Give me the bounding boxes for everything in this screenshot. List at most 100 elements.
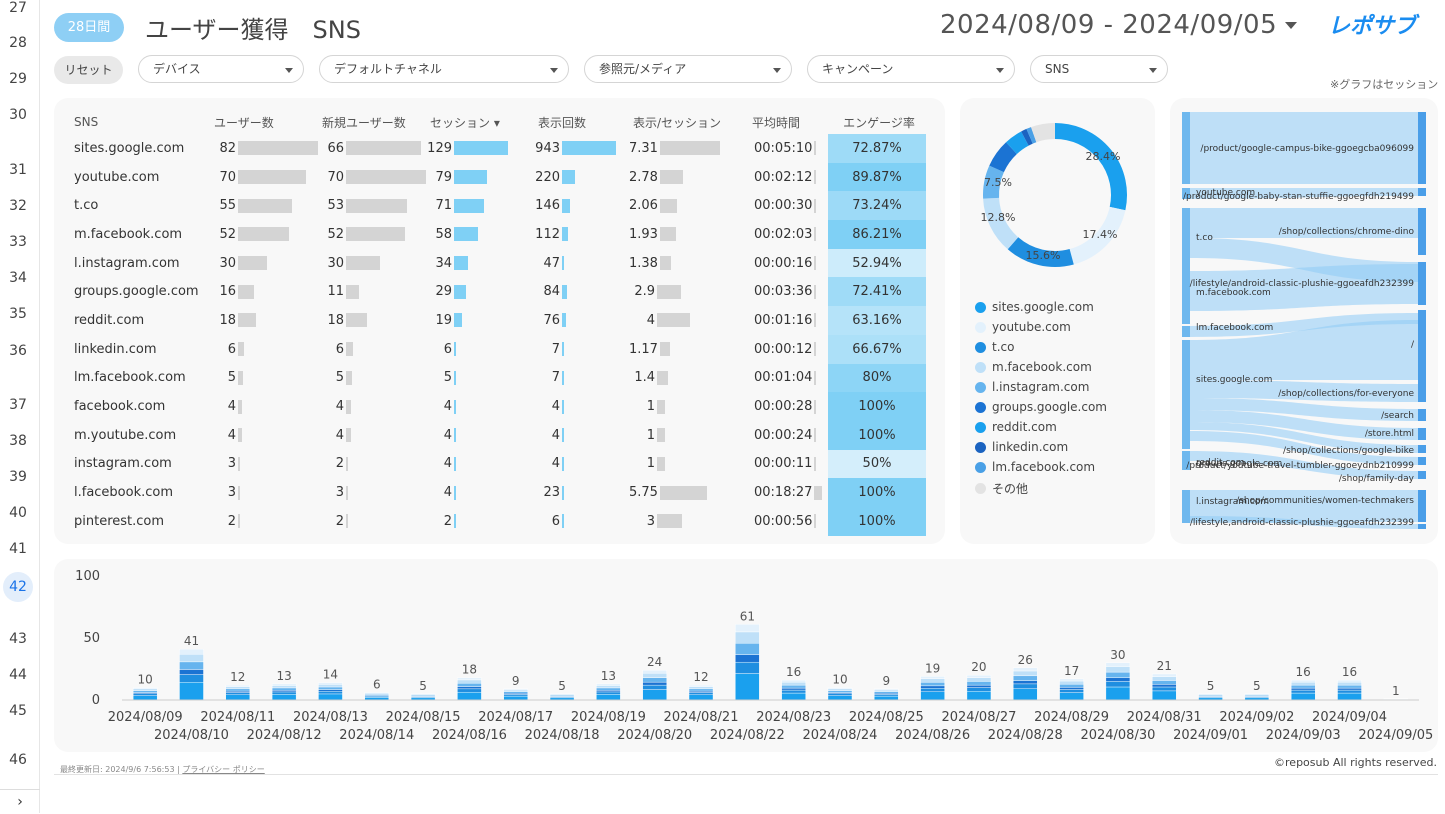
day-bar[interactable] bbox=[1199, 694, 1223, 700]
day-bar[interactable] bbox=[828, 688, 852, 700]
day-bar[interactable] bbox=[272, 684, 296, 700]
date-range-picker[interactable]: 2024/08/09 - 2024/09/05 bbox=[940, 10, 1277, 40]
day-bar[interactable] bbox=[596, 684, 620, 700]
channel-filter[interactable]: デフォルトチャネル bbox=[319, 55, 569, 83]
sankey-target-node[interactable] bbox=[1418, 445, 1426, 453]
sankey-target-node[interactable] bbox=[1418, 112, 1426, 184]
day-bar[interactable] bbox=[874, 689, 898, 700]
device-filter[interactable]: デバイス bbox=[138, 55, 304, 83]
day-bar[interactable] bbox=[133, 688, 157, 700]
donut-slice[interactable] bbox=[1011, 139, 1024, 149]
day-bar[interactable] bbox=[1106, 663, 1130, 700]
donut-slice[interactable] bbox=[1030, 135, 1034, 137]
sankey-target-node[interactable] bbox=[1418, 208, 1426, 255]
bar-segment bbox=[643, 685, 667, 689]
period-badge[interactable]: 28日間 bbox=[54, 13, 124, 42]
day-bar[interactable] bbox=[550, 694, 574, 700]
day-bar[interactable] bbox=[318, 683, 342, 700]
sankey-target-node[interactable] bbox=[1418, 490, 1426, 522]
column-header[interactable]: SNS bbox=[60, 110, 210, 134]
sankey-target-node[interactable] bbox=[1418, 384, 1426, 402]
bar-segment bbox=[226, 687, 250, 689]
sankey-target-node[interactable] bbox=[1418, 457, 1426, 465]
engagement-rate: 80% bbox=[828, 364, 926, 393]
donut-slice[interactable] bbox=[1055, 131, 1119, 209]
legend-item[interactable]: youtube.com bbox=[975, 320, 1071, 334]
chevron-right-icon[interactable]: › bbox=[0, 789, 40, 813]
legend-item[interactable]: その他 bbox=[975, 480, 1028, 497]
day-bar[interactable] bbox=[411, 694, 435, 700]
source-medium-filter[interactable]: 参照元/メディア bbox=[584, 55, 792, 83]
legend-item[interactable]: reddit.com bbox=[975, 420, 1057, 434]
chevron-down-icon[interactable] bbox=[1285, 22, 1297, 29]
day-bar[interactable] bbox=[179, 649, 203, 700]
day-bar[interactable] bbox=[1152, 674, 1176, 700]
day-bar[interactable] bbox=[967, 675, 991, 700]
day-bar[interactable] bbox=[921, 676, 945, 700]
chevron-down-icon bbox=[996, 68, 1004, 73]
day-bar[interactable] bbox=[782, 680, 806, 700]
day-bar[interactable] bbox=[1338, 680, 1362, 700]
legend-item[interactable]: lm.facebook.com bbox=[975, 460, 1095, 474]
sankey-target-node[interactable] bbox=[1418, 524, 1426, 529]
column-header[interactable]: 表示/セッション bbox=[629, 110, 748, 134]
day-bar[interactable] bbox=[1245, 694, 1269, 700]
sankey-target-node[interactable] bbox=[1418, 310, 1426, 392]
sankey-source-node[interactable] bbox=[1182, 208, 1190, 273]
sankey-source-node[interactable] bbox=[1182, 490, 1190, 523]
sankey-source-node[interactable] bbox=[1182, 431, 1190, 449]
legend-item[interactable]: l.instagram.com bbox=[975, 380, 1089, 394]
column-header[interactable]: エンゲージ率 bbox=[828, 110, 926, 134]
legend-item[interactable]: groups.google.com bbox=[975, 400, 1107, 414]
sankey-target-node[interactable] bbox=[1418, 409, 1426, 421]
day-bar[interactable] bbox=[457, 678, 481, 700]
sankey-target-node[interactable] bbox=[1418, 428, 1426, 440]
day-bar[interactable] bbox=[504, 689, 528, 700]
day-bar[interactable] bbox=[365, 693, 389, 700]
day-bar[interactable] bbox=[689, 685, 713, 700]
column-header[interactable]: セッション ▾ bbox=[426, 110, 534, 134]
sns-filter[interactable]: SNS bbox=[1030, 55, 1168, 83]
legend-item[interactable]: m.facebook.com bbox=[975, 360, 1092, 374]
privacy-link[interactable]: プライバシー ポリシー bbox=[182, 765, 264, 774]
column-header[interactable]: 新規ユーザー数 bbox=[318, 110, 426, 134]
legend-item[interactable]: linkedin.com bbox=[975, 440, 1068, 454]
metric-value: 1.4 bbox=[629, 370, 655, 385]
day-bar[interactable] bbox=[643, 670, 667, 700]
day-bar[interactable] bbox=[1291, 680, 1315, 700]
campaign-filter[interactable]: キャンペーン bbox=[807, 55, 1015, 83]
column-header[interactable]: 表示回数 bbox=[534, 110, 629, 134]
bar-segment bbox=[226, 691, 250, 692]
column-header[interactable]: ユーザー数 bbox=[210, 110, 318, 134]
legend-item[interactable]: t.co bbox=[975, 340, 1014, 354]
reset-button[interactable]: リセット bbox=[54, 56, 123, 84]
sankey-target-node[interactable] bbox=[1418, 188, 1426, 196]
sankey-target-node[interactable] bbox=[1418, 262, 1426, 305]
column-header[interactable]: 平均時間 bbox=[748, 110, 828, 134]
sankey-source-node[interactable] bbox=[1182, 326, 1190, 337]
donut-slice[interactable] bbox=[1025, 136, 1030, 138]
day-bar[interactable] bbox=[1013, 668, 1037, 700]
day-bar[interactable] bbox=[735, 624, 759, 700]
sankey-target-node[interactable] bbox=[1418, 471, 1426, 479]
donut-slice[interactable] bbox=[1034, 131, 1055, 135]
day-bar[interactable] bbox=[226, 685, 250, 700]
sankey-source-node[interactable] bbox=[1182, 112, 1190, 184]
day-bar[interactable] bbox=[1060, 679, 1084, 700]
legend-item[interactable]: sites.google.com bbox=[975, 300, 1094, 314]
donut-slice[interactable] bbox=[997, 148, 1012, 169]
